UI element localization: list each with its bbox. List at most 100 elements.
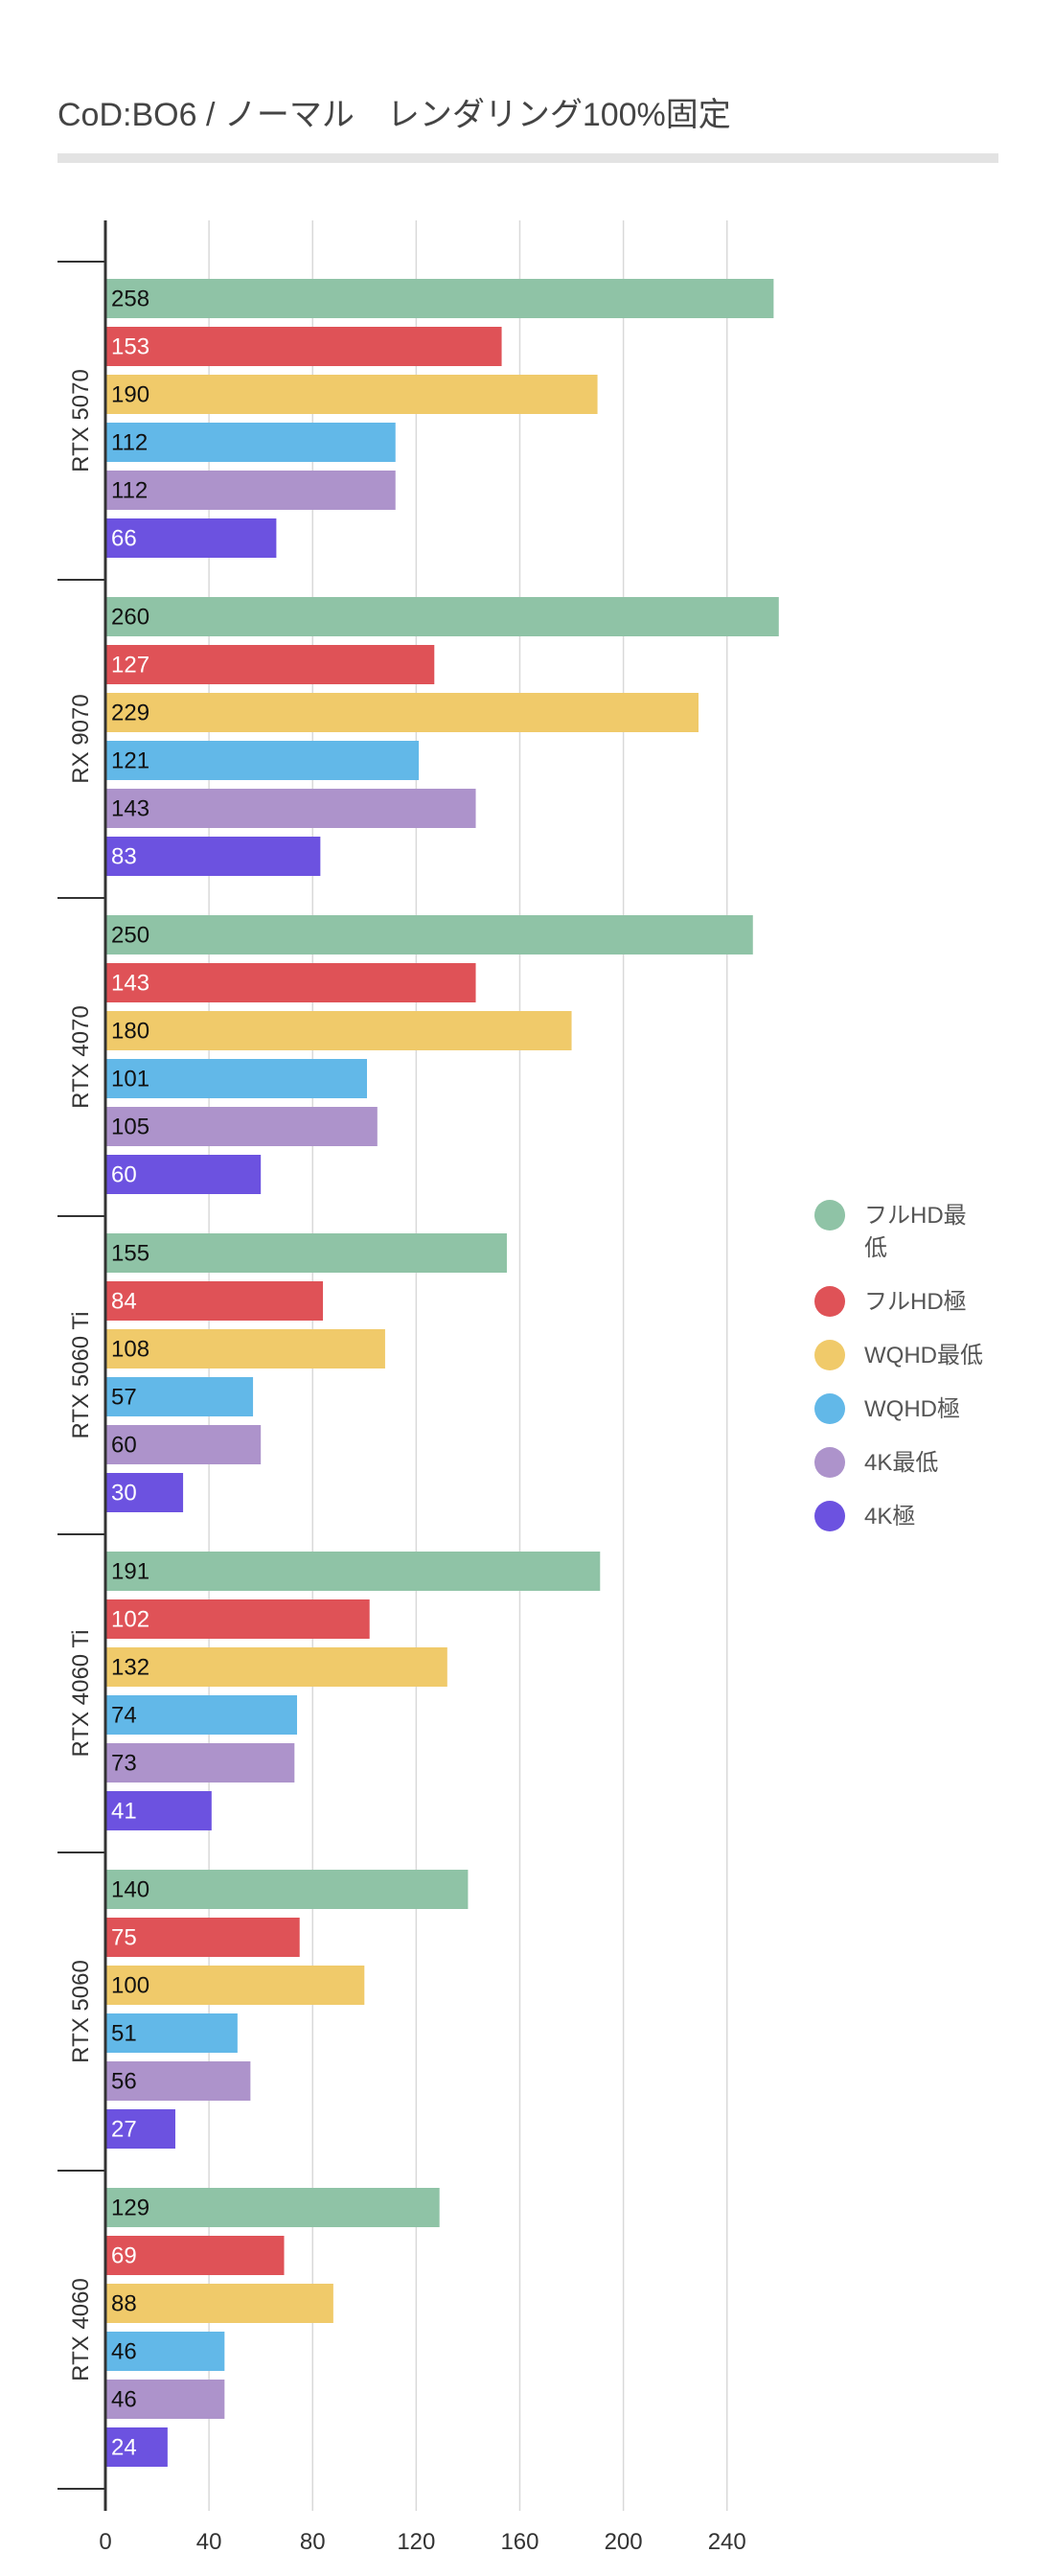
bar-value-label: 121 [111,748,149,774]
bar [106,741,420,780]
bar-value-label: 75 [111,1925,137,1951]
bar [106,1599,370,1639]
axes: 0 40 80 120 160 200 240 RTX 5070 RX 9070 RTX 4070… [57,220,746,2555]
x-tick-label: 120 [397,2529,435,2555]
bar-value-label: 143 [111,796,149,822]
x-tick-label: 40 [196,2529,222,2555]
bar [106,2188,440,2227]
bar-value-label: 140 [111,1877,149,1903]
bar-value-label: 57 [111,1385,137,1411]
bar-value-label: 30 [111,1481,137,1506]
bar-value-label: 108 [111,1337,149,1363]
bar [106,1107,378,1146]
bar-value-label: 56 [111,2069,137,2095]
x-tick-label: 80 [300,2529,326,2555]
bar [106,645,435,684]
bar-value-label: 260 [111,605,149,631]
bar [106,423,396,462]
bar-value-label: 127 [111,653,149,678]
legend-label: フルHD極 [864,1289,967,1315]
bar [106,1281,324,1321]
legend-marker [814,1286,845,1317]
x-tick-label: 160 [500,2529,538,2555]
bar-value-label: 74 [111,1703,137,1729]
bar [106,1233,507,1273]
bar [106,915,753,954]
bar-value-label: 60 [111,1162,137,1188]
bar [106,837,321,876]
bar [106,471,396,510]
legend-marker [814,1340,845,1370]
bars: 258 153 190 112 112 66 260 127 229 121 143 83 250 143… [106,279,779,2467]
bar-value-label: 46 [111,2387,137,2413]
category-label: RTX 5060 [68,1960,94,2063]
bar-value-label: 27 [111,2117,137,2143]
legend-label: WQHD極 [864,1396,960,1422]
bar [106,2061,251,2101]
bar-value-label: 250 [111,923,149,949]
bar [106,1695,298,1735]
bar-value-label: 101 [111,1067,149,1092]
bar-value-label: 24 [111,2435,137,2461]
bar [106,2427,168,2467]
chart-title: CoD:BO6 / ノーマル レンダリング100%固定 [57,97,731,133]
bar-value-label: 153 [111,334,149,360]
bar [106,963,476,1002]
bar [106,1791,212,1830]
bar-value-label: 112 [111,430,148,456]
bar-value-label: 51 [111,2021,137,2047]
bar [106,2380,225,2419]
x-tick-label: 240 [708,2529,746,2555]
bar-value-label: 100 [111,1973,149,1999]
category-label: RTX 4070 [68,1005,94,1109]
bar-value-label: 102 [111,1607,149,1633]
bar [106,693,699,732]
bar-value-label: 112 [111,478,148,504]
category-label: RTX 5060 Ti [68,1312,94,1439]
bar [106,1552,601,1591]
bar-value-label: 129 [111,2196,149,2221]
bar-value-label: 88 [111,2291,137,2317]
bar-value-label: 60 [111,1433,137,1459]
legend-label: 4K最低 [864,1450,938,1476]
bar-value-label: 84 [111,1289,137,1315]
bar-value-label: 46 [111,2339,137,2365]
bar [106,597,779,636]
bar [106,1966,365,2005]
legend-marker [814,1200,845,1230]
bar-value-label: 191 [111,1559,149,1585]
category-label: RTX 4060 [68,2278,94,2381]
category-label: RTX 4060 Ti [68,1630,94,1758]
bar-value-label: 143 [111,971,149,997]
bar [106,327,502,366]
x-tick-label: 200 [605,2529,643,2555]
bar [106,2332,225,2371]
bar-value-label: 66 [111,526,137,552]
bar-value-label: 180 [111,1019,149,1045]
bar [106,1377,254,1416]
bar-value-label: 229 [111,701,149,726]
bar [106,2109,175,2149]
bar-value-label: 41 [111,1799,137,1825]
category-label: RX 9070 [68,694,94,783]
bar-value-label: 190 [111,382,149,408]
bar [106,375,598,414]
x-tick-label: 0 [99,2529,111,2555]
bar-value-label: 105 [111,1115,149,1140]
bar [106,2236,285,2275]
bar-value-label: 69 [111,2243,137,2269]
bar [106,1918,300,1957]
legend-marker [814,1393,845,1424]
bar-value-label: 73 [111,1751,137,1777]
bar-value-label: 155 [111,1241,149,1267]
bar [106,2284,333,2323]
bar [106,1743,295,1782]
bar [106,1870,469,1909]
title-divider [57,153,998,163]
legend-label: WQHD最低 [864,1343,983,1368]
bar [106,1329,385,1368]
bar [106,789,476,828]
bar-value-label: 83 [111,844,137,870]
